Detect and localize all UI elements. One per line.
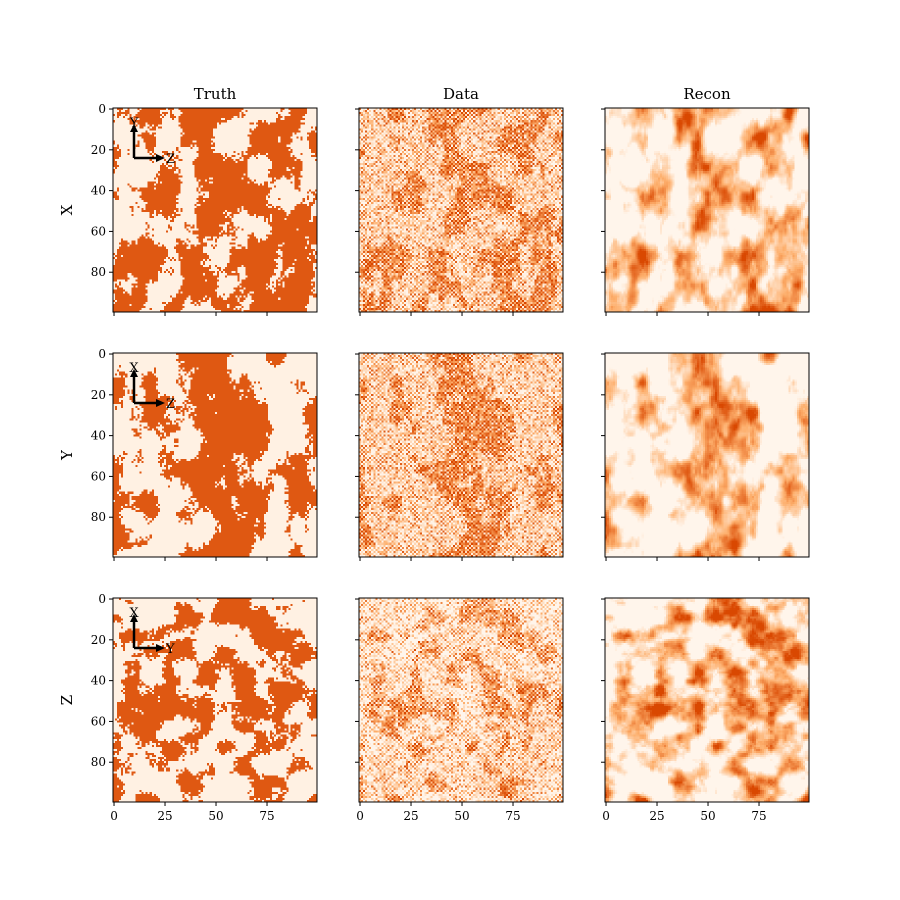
- x-tick-label: 50: [700, 809, 715, 823]
- column-title-recon: Recon: [683, 85, 731, 103]
- heatmap-image-z-truth: [113, 598, 317, 802]
- heatmap-image-y-truth: [113, 353, 317, 557]
- axis-direction-marker: YZ: [129, 116, 175, 167]
- panel-frame: [112, 107, 318, 313]
- heatmap-image-x-truth: [113, 108, 317, 312]
- panel-frame: [358, 352, 564, 558]
- row-label-x: X: [58, 204, 76, 215]
- panel-frame: [604, 107, 810, 313]
- y-tick-label: 80: [91, 265, 106, 279]
- heatmap-image-z-recon: [605, 598, 809, 802]
- horizontal-arrowhead: [156, 154, 165, 162]
- vertical-arrowhead: [130, 369, 138, 377]
- row-label-z: Z: [58, 695, 76, 705]
- panel-frame: [358, 107, 564, 313]
- horizontal-axis-letter: Y: [165, 642, 175, 657]
- vertical-axis-letter: X: [129, 606, 139, 621]
- x-tick-label: 50: [454, 809, 469, 823]
- heatmap-image-y-data: [359, 353, 563, 557]
- panel-frame: [112, 352, 318, 558]
- y-tick-label: 40: [91, 429, 106, 443]
- x-tick-label: 75: [505, 809, 520, 823]
- vertical-axis-letter: Y: [129, 116, 139, 131]
- horizontal-axis-letter: Z: [166, 397, 175, 412]
- column-title-truth: Truth: [194, 85, 237, 103]
- y-tick-label: 60: [91, 469, 106, 483]
- y-tick-label: 80: [91, 510, 106, 524]
- panel-frame: [604, 597, 810, 803]
- x-tick-label: 0: [602, 809, 610, 823]
- y-tick-label: 80: [91, 755, 106, 769]
- y-tick-label: 0: [98, 347, 106, 361]
- x-tick-label: 0: [356, 809, 364, 823]
- y-tick-label: 0: [98, 102, 106, 116]
- vertical-arrowhead: [130, 124, 138, 132]
- horizontal-axis-letter: Z: [166, 152, 175, 167]
- x-tick-label: 25: [403, 809, 418, 823]
- y-tick-label: 60: [91, 714, 106, 728]
- x-tick-label: 25: [157, 809, 172, 823]
- panel-frame: [604, 352, 810, 558]
- panel-frame: [112, 597, 318, 803]
- column-title-data: Data: [443, 85, 479, 103]
- y-tick-label: 0: [98, 592, 106, 606]
- heatmap-image-y-recon: [605, 353, 809, 557]
- panel-frame: [358, 597, 564, 803]
- row-label-y: Y: [58, 449, 76, 461]
- horizontal-arrowhead: [156, 399, 165, 407]
- x-tick-label: 50: [208, 809, 223, 823]
- vertical-axis-letter: X: [129, 361, 139, 376]
- y-tick-label: 20: [91, 143, 106, 157]
- y-tick-label: 20: [91, 388, 106, 402]
- horizontal-arrowhead: [156, 644, 165, 652]
- x-tick-label: 75: [259, 809, 274, 823]
- heatmap-image-x-recon: [605, 108, 809, 312]
- x-tick-label: 75: [751, 809, 766, 823]
- y-tick-label: 40: [91, 184, 106, 198]
- heatmap-image-x-data: [359, 108, 563, 312]
- y-tick-label: 40: [91, 674, 106, 688]
- axis-direction-marker: XY: [129, 606, 175, 657]
- heatmap-image-z-data: [359, 598, 563, 802]
- axis-direction-marker: XZ: [129, 361, 175, 412]
- y-tick-label: 20: [91, 633, 106, 647]
- x-tick-label: 25: [649, 809, 664, 823]
- y-tick-label: 60: [91, 224, 106, 238]
- vertical-arrowhead: [130, 614, 138, 622]
- x-tick-label: 0: [110, 809, 118, 823]
